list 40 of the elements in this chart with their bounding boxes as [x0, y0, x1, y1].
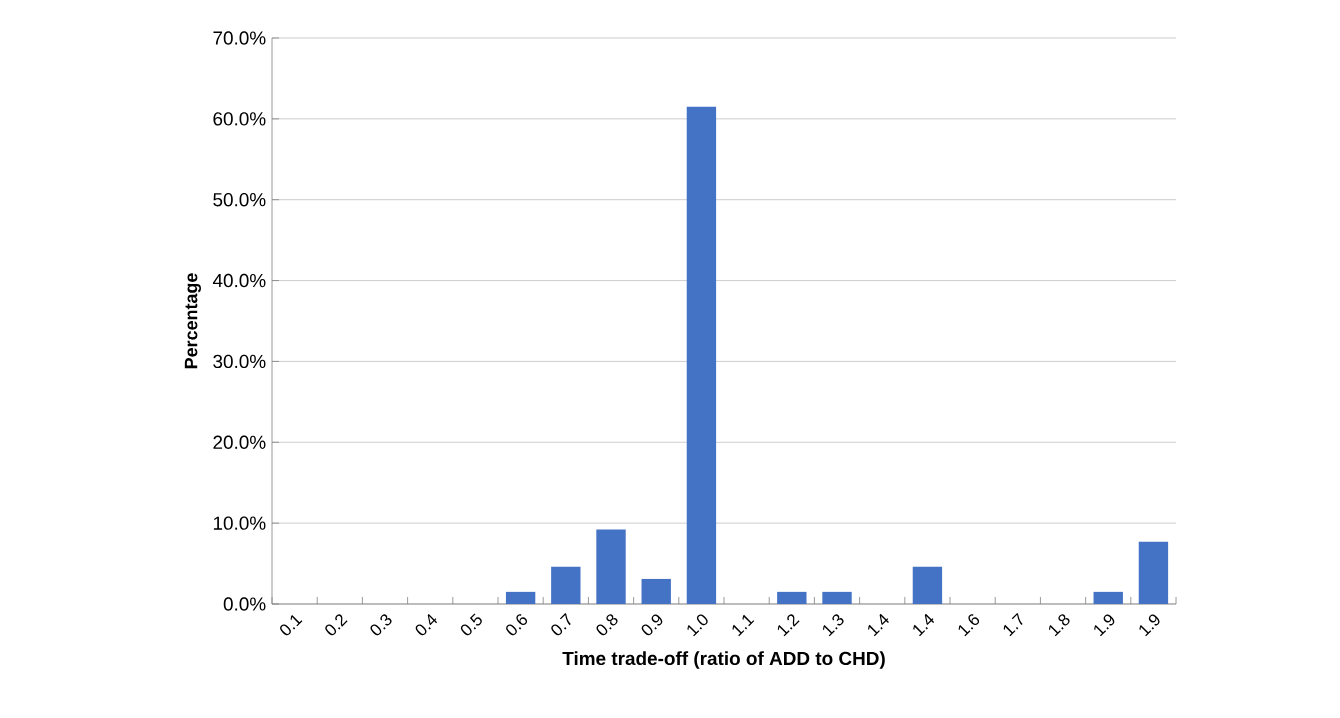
y-tick-label: 70.0% — [213, 31, 266, 45]
x-tick-label: 0.9 — [641, 614, 663, 636]
bar — [505, 591, 536, 604]
x-tick-label: 1.2 — [777, 614, 800, 637]
bar — [641, 578, 671, 604]
bar — [822, 591, 852, 604]
bar — [596, 529, 626, 604]
bar — [686, 106, 717, 604]
y-tick-label: 40.0% — [212, 273, 266, 288]
x-tick-label: 0.3 — [370, 614, 392, 636]
bar — [551, 566, 581, 604]
bar — [912, 566, 943, 604]
x-tick-label: 1.4 — [913, 613, 935, 637]
y-tick-label: 30.0% — [213, 354, 266, 369]
y-axis-title: Percentage — [184, 273, 201, 369]
y-tick-label: 10.0% — [213, 516, 266, 530]
x-tick-label: 0.1 — [280, 614, 303, 636]
y-tick-label: 50.0% — [213, 193, 266, 207]
y-tick-label: 20.0% — [213, 435, 266, 449]
x-tick-label: 1.6 — [958, 614, 980, 637]
x-tick-label: 1.3 — [822, 614, 844, 637]
x-tick-label: 0.7 — [551, 613, 571, 636]
y-tick-label: 60.0% — [213, 112, 266, 126]
bar — [777, 591, 807, 604]
x-tick-label: 1.0 — [687, 614, 708, 637]
bar — [1138, 541, 1169, 604]
x-tick-label: 0.6 — [506, 614, 528, 636]
x-axis-title: Time trade-off (ratio of ADD to CHD) — [562, 651, 885, 669]
x-tick-label: 0.8 — [596, 614, 618, 636]
x-tick-label: 0.5 — [460, 613, 482, 636]
x-tick-label: 1.8 — [1048, 614, 1070, 637]
x-tick-label: 0.4 — [415, 613, 438, 636]
x-tick-label: 0.2 — [325, 614, 348, 636]
x-tick-label: 1.9 — [1094, 614, 1115, 637]
x-tick-label: 1.9 — [1139, 614, 1160, 637]
x-tick-label: 1.4 — [868, 613, 889, 637]
x-tick-label: 1.1 — [732, 614, 755, 637]
y-tick-label: 0.0% — [223, 597, 266, 611]
bar — [1093, 591, 1123, 604]
x-tick-label: 1.7 — [1003, 612, 1023, 637]
